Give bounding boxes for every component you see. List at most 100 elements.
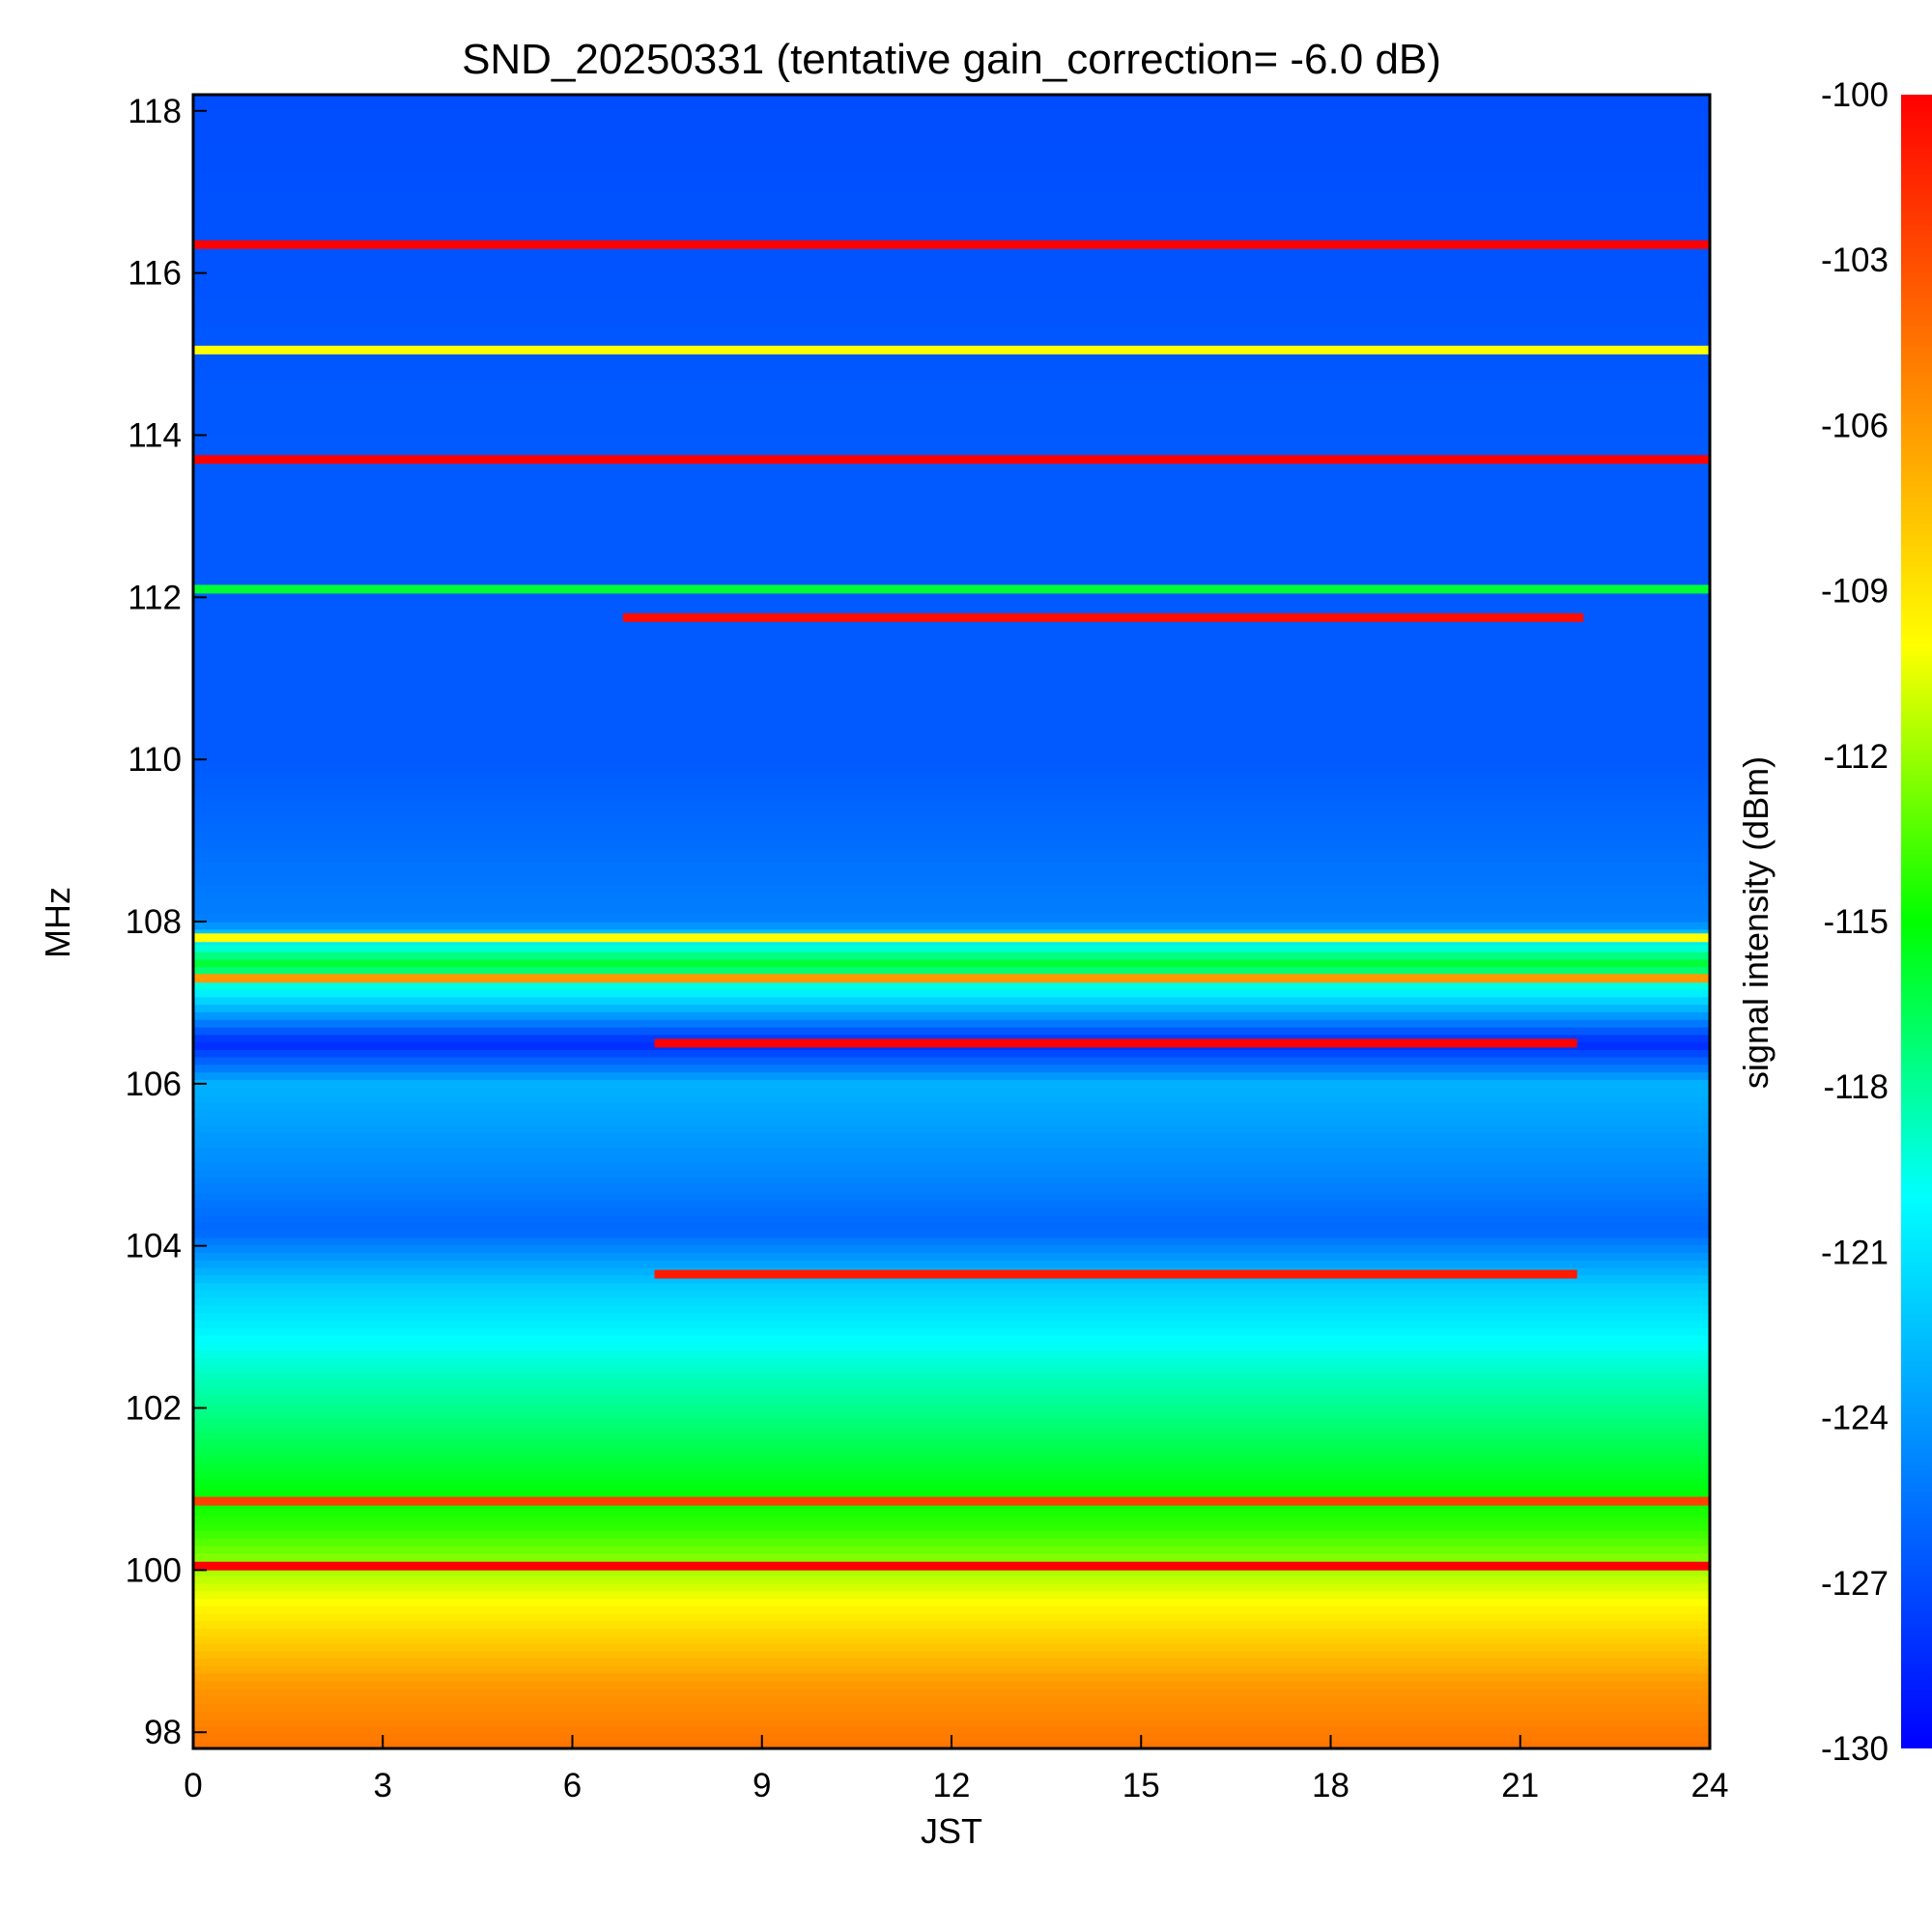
heatmap-band [193,440,1710,449]
y-tick-label: 118 [128,93,182,130]
heatmap-band [193,1576,1710,1584]
heatmap-band [193,1214,1710,1223]
heatmap-band [193,1139,1710,1149]
heatmap-band [193,1071,1710,1081]
heatmap-band [193,560,1710,569]
y-axis-ticks: 98 100 102 104 106 108 110 112 114 116 118 [126,93,207,1751]
heatmap-band [193,1643,1710,1652]
heatmap-band [193,590,1710,599]
heatmap-band [193,1538,1710,1547]
heatmap-band [193,1131,1710,1141]
heatmap-band [193,763,1710,772]
heatmap-band [193,1545,1710,1554]
heatmap-band [193,298,1710,306]
colorbar-label: signal intensity (dBm) [1736,756,1776,1089]
heatmap-band [193,1507,1710,1517]
heatmap-band [193,966,1710,976]
heatmap-band [193,1327,1710,1336]
heatmap-band [193,290,1710,298]
heatmap-band [193,162,1710,171]
heatmap-band [193,267,1710,276]
heatmap-band [193,846,1710,855]
heatmap-band [193,1252,1710,1261]
heatmap-band [193,117,1710,126]
heatmap-band [193,207,1710,216]
heatmap-band [193,260,1710,269]
heatmap-band [193,1049,1710,1058]
heatmap-band [193,1184,1710,1193]
heatmap-band [193,1357,1710,1366]
signal-line [622,612,1584,622]
heatmap-band [193,711,1710,720]
signal-line [193,974,1710,983]
heatmap-band [193,1379,1710,1389]
heatmap-band [193,650,1710,660]
y-tick-label: 98 [144,1714,182,1751]
colorbar-tick-label: -103 [1821,242,1889,279]
heatmap-band [193,433,1710,441]
heatmap-band [193,1417,1710,1426]
heatmap-band [193,1470,1710,1479]
heatmap-band [193,1154,1710,1163]
heatmap-band [193,1297,1710,1306]
heatmap-band [193,703,1710,712]
x-tick-label: 12 [933,1767,971,1804]
heatmap-band [193,1725,1710,1735]
heatmap-band [193,1447,1710,1457]
heatmap-band [193,1409,1710,1419]
heatmap-band [193,192,1710,201]
heatmap-band [193,1365,1710,1374]
y-tick-label: 110 [128,741,182,779]
x-tick-label: 6 [563,1767,582,1804]
heatmap-band [193,1304,1710,1314]
heatmap-band [193,485,1710,495]
heatmap-band [193,643,1710,652]
heatmap-band [193,372,1710,382]
heatmap-band [193,658,1710,668]
heatmap-band [193,1530,1710,1539]
colorbar-tick-label: -109 [1821,573,1889,611]
heatmap-band [193,1582,1710,1592]
heatmap-band [193,884,1710,893]
heatmap-band [193,131,1710,141]
colorbar [1901,95,1932,1748]
heatmap-band [193,898,1710,908]
heatmap-band [193,1433,1710,1441]
heatmap-band [193,1162,1710,1171]
heatmap-band [193,1079,1710,1088]
x-tick-label: 21 [1501,1767,1539,1804]
heatmap-band [193,914,1710,923]
heatmap-band [193,1230,1710,1238]
heatmap-band [193,185,1710,193]
heatmap-band [193,1094,1710,1103]
heatmap-band [193,1011,1710,1020]
signal-line [193,933,1710,943]
heatmap-band [193,576,1710,584]
heatmap-band [193,1477,1710,1487]
heatmap-band [193,477,1710,487]
heatmap-band [193,1019,1710,1028]
heatmap-band [193,109,1710,118]
heatmap-band [193,222,1710,231]
colorbar-tick-label: -118 [1824,1068,1889,1106]
heatmap-band [193,1695,1710,1704]
heatmap-band [193,755,1710,765]
x-axis-ticks: 0 3 6 9 12 15 18 21 24 [184,1735,1728,1804]
signal-line [193,1496,1710,1506]
heatmap-band [193,1673,1710,1682]
heatmap-band [193,214,1710,223]
heatmap-band [193,1109,1710,1118]
heatmap-band [193,1244,1710,1253]
x-tick-label: 9 [753,1767,771,1804]
heatmap-band [193,1620,1710,1630]
heatmap-band [193,199,1710,209]
heatmap-band [193,447,1710,457]
heatmap-band [193,1124,1710,1133]
heatmap-band [193,688,1710,697]
heatmap-band [193,838,1710,847]
heatmap-band [193,1590,1710,1599]
x-tick-label: 18 [1312,1767,1350,1804]
heatmap-band [193,906,1710,915]
y-tick-label: 112 [128,579,182,616]
heatmap-band [193,1650,1710,1660]
